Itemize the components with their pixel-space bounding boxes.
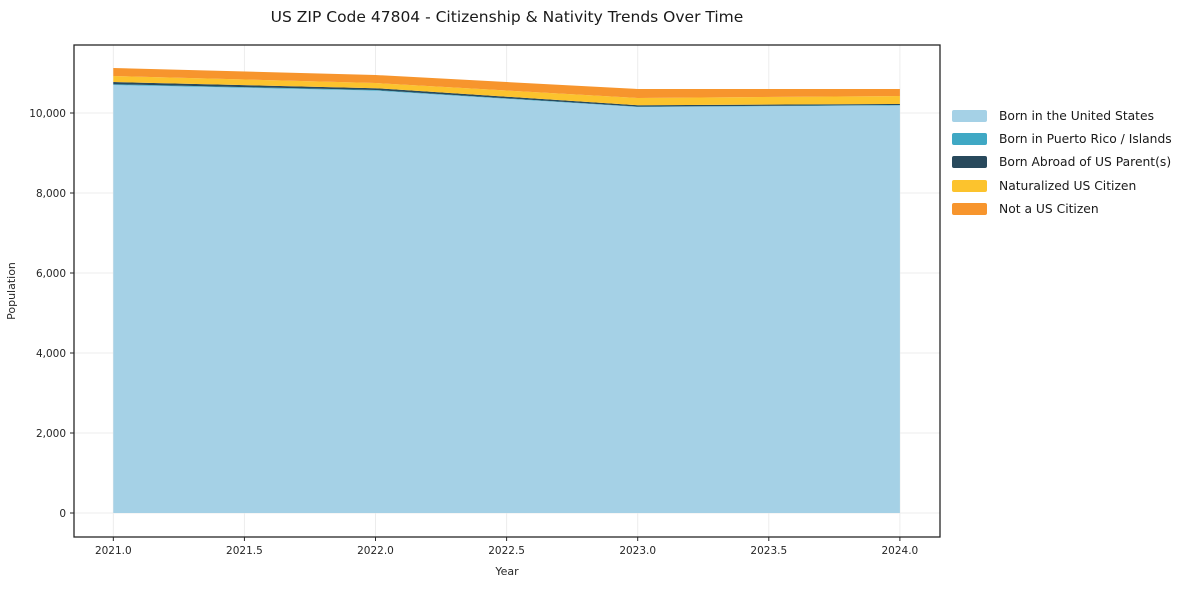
legend-item: Born Abroad of US Parent(s) (952, 151, 1172, 174)
area-born-in-puerto-rico-islands (113, 84, 900, 107)
area-not-a-us-citizen (113, 68, 900, 98)
y-tick-label: 2,000 (36, 428, 66, 440)
y-tick-label: 0 (59, 508, 66, 520)
legend-swatch-icon (952, 203, 987, 216)
legend-swatch-icon (952, 109, 987, 122)
legend-item: Not a US Citizen (952, 198, 1172, 221)
x-tick-label: 2021.0 (95, 545, 132, 557)
y-tick-label: 4,000 (36, 348, 66, 360)
area-born-abroad-of-us-parent-s- (113, 82, 900, 107)
legend-label: Born in the United States (999, 108, 1154, 123)
legend-swatch-icon (952, 156, 987, 169)
area-born-in-the-united-states (113, 85, 900, 513)
x-tick-label: 2021.5 (226, 545, 263, 557)
y-tick-label: 10,000 (29, 108, 66, 120)
x-tick-label: 2023.0 (619, 545, 656, 557)
y-tick-label: 6,000 (36, 268, 66, 280)
x-tick-label: 2023.5 (750, 545, 787, 557)
legend-swatch-icon (952, 179, 987, 192)
legend-label: Born Abroad of US Parent(s) (999, 155, 1172, 170)
x-tick-label: 2022.0 (357, 545, 394, 557)
legend-item: Born in Puerto Rico / Islands (952, 127, 1172, 150)
legend-label: Born in Puerto Rico / Islands (999, 132, 1172, 147)
y-axis-label: Population (5, 262, 18, 320)
legend-swatch-icon (952, 133, 987, 146)
legend-item: Naturalized US Citizen (952, 174, 1172, 197)
y-tick-label: 8,000 (36, 188, 66, 200)
x-tick-label: 2022.5 (488, 545, 525, 557)
x-axis-label: Year (494, 565, 519, 578)
area-naturalized-us-citizen (113, 76, 900, 106)
legend-item: Born in the United States (952, 104, 1172, 127)
x-tick-label: 2024.0 (882, 545, 919, 557)
chart-title: US ZIP Code 47804 - Citizenship & Nativi… (270, 8, 744, 26)
legend-label: Not a US Citizen (999, 202, 1099, 217)
legend: Born in the United States Born in Puerto … (952, 104, 1172, 221)
legend-label: Naturalized US Citizen (999, 178, 1137, 193)
